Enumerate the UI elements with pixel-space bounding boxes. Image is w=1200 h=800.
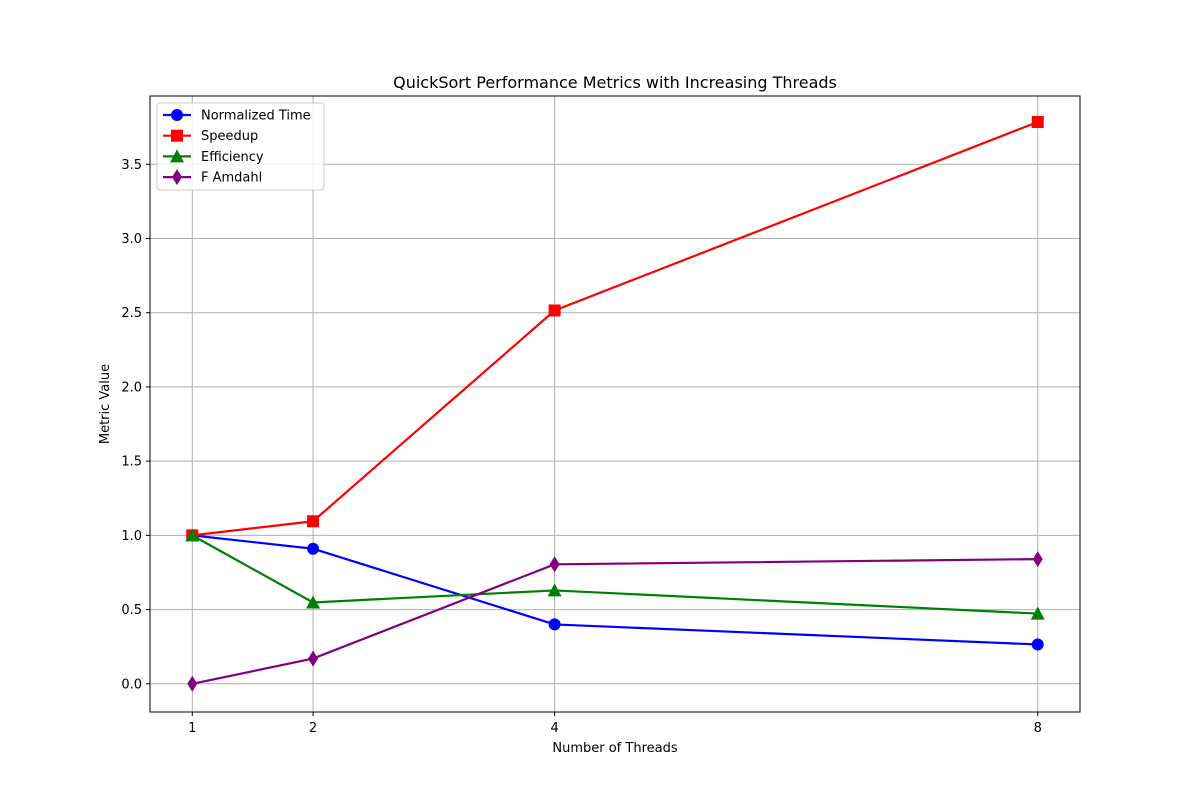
chart-title: QuickSort Performance Metrics with Incre… [393, 73, 837, 92]
y-tick-label: 3.0 [121, 232, 142, 247]
y-tick-label: 0.5 [121, 603, 142, 618]
legend-marker-f-amdahl [172, 169, 182, 186]
x-tick-label: 1 [188, 721, 196, 736]
y-tick-label: 0.0 [121, 677, 142, 692]
legend-box [156, 102, 325, 191]
axis-ticks: 1 2 4 8 0.0 0.5 1.0 1.5 2.0 2.5 3.0 3.5 [121, 158, 1042, 736]
series-normalized-time [186, 529, 1044, 651]
plot-series [185, 115, 1045, 692]
series-efficiency [185, 528, 1045, 620]
legend-marker-speedup [171, 129, 183, 142]
y-tick-label: 2.0 [121, 380, 142, 395]
x-tick-label: 2 [309, 721, 317, 736]
data-point-f-amdahl [1032, 551, 1043, 568]
series-line-normalized-time [192, 534, 1038, 646]
data-point-f-amdahl [549, 556, 560, 573]
plot-frame [149, 95, 1081, 713]
data-point-speedup [548, 304, 561, 317]
data-point-efficiency [185, 528, 200, 542]
data-point-normalized-time [307, 542, 320, 555]
y-tick-label: 1.5 [121, 455, 142, 470]
x-tick-label: 4 [550, 721, 558, 736]
x-tick-label: 8 [1034, 721, 1042, 736]
legend-marker-efficiency [170, 149, 184, 163]
y-tick-label: 2.5 [121, 306, 142, 321]
series-f-amdahl [187, 551, 1043, 692]
data-point-speedup [307, 515, 320, 528]
y-tick-label: 1.0 [121, 529, 142, 544]
legend-marker-normalized-time [171, 109, 183, 121]
data-point-normalized-time [548, 618, 561, 631]
legend-label-efficiency: Efficiency [201, 150, 264, 165]
data-point-normalized-time [1031, 638, 1044, 651]
data-point-speedup [1031, 115, 1044, 128]
legend-label-speedup: Speedup [201, 129, 258, 144]
y-axis-label: Metric Value [98, 364, 113, 444]
x-axis-label: Number of Threads [552, 741, 677, 756]
data-point-f-amdahl [308, 650, 319, 667]
series-speedup [186, 115, 1044, 542]
data-point-f-amdahl [187, 675, 198, 692]
series-line-efficiency [191, 534, 1038, 615]
series-line-speedup [192, 120, 1039, 537]
data-point-efficiency [1030, 606, 1045, 620]
legend: Normalized Time Speedup Efficiency F Amdahl [156, 102, 325, 191]
series-line-f-amdahl [192, 558, 1038, 685]
y-tick-label: 3.5 [121, 158, 142, 173]
legend-label-f-amdahl: F Amdahl [201, 171, 262, 186]
legend-label-normalized-time: Normalized Time [201, 109, 311, 124]
data-point-efficiency [306, 595, 321, 609]
data-point-efficiency [547, 583, 562, 597]
